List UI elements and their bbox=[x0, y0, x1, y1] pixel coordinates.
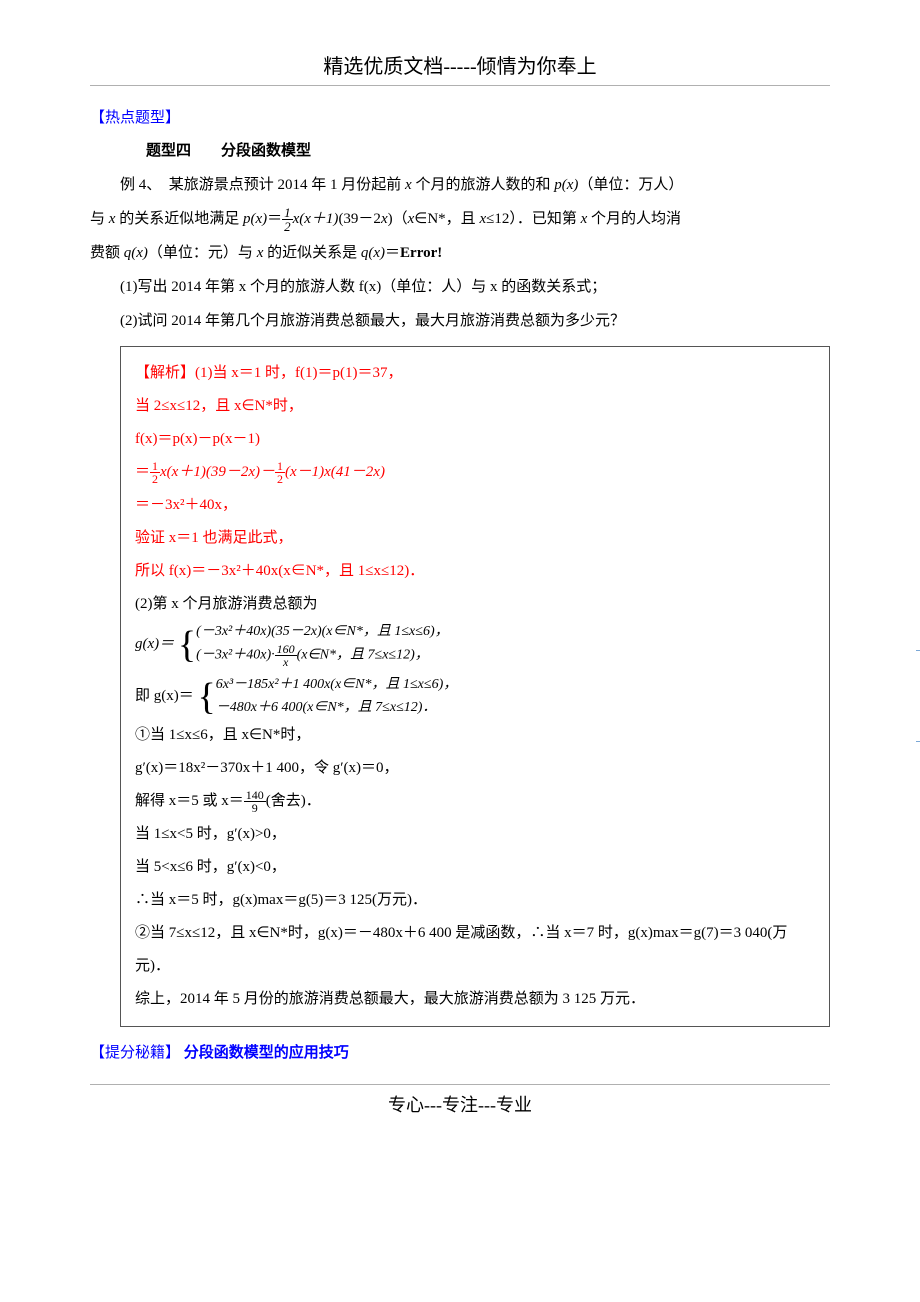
solution-line: 当 2≤x≤12，且 x∈N*时， bbox=[135, 390, 815, 423]
solution-line: g′(x)＝18x²－370x＋1 400，令 g′(x)＝0， bbox=[135, 752, 815, 785]
solution-line: 所以 f(x)＝－3x²＋40x(x∈N*，且 1≤x≤12)． bbox=[135, 555, 815, 588]
piecewise-row: (－3x²＋40x)(35－2x)(x∈N*，且 1≤x≤6)， bbox=[196, 621, 448, 643]
header-divider bbox=[90, 85, 830, 86]
solution-piecewise-g: g(x)＝ { (－3x²＋40x)(35－2x)(x∈N*，且 1≤x≤6)，… bbox=[135, 621, 815, 668]
left-brace-icon: { bbox=[178, 626, 196, 664]
brace-block: { (－3x²＋40x)(35－2x)(x∈N*，且 1≤x≤6)， (－3x²… bbox=[178, 621, 449, 668]
solution-conclusion: 综上，2014 年 5 月份的旅游消费总额最大，最大旅游消费总额为 3 125 … bbox=[135, 983, 815, 1016]
fraction-half: 12 bbox=[282, 206, 293, 233]
numerator: 1 bbox=[282, 206, 293, 220]
tips-text: 分段函数模型的应用技巧 bbox=[184, 1045, 349, 1061]
page-header-title: 精选优质文档-----倾情为你奉上 bbox=[90, 50, 830, 79]
problem-line-2: 与 x 的关系近似地满足 p(x)＝12x(x＋1)(39－2x)（x∈N*，且… bbox=[90, 204, 830, 234]
text: 与 bbox=[90, 211, 109, 227]
text: ＝ bbox=[135, 464, 150, 480]
piecewise-row: 6x³－185x²＋1 400x(x∈N*，且 1≤x≤6)， bbox=[216, 674, 458, 696]
text: (－3x²＋40x)· bbox=[196, 648, 274, 663]
text: (舍去)． bbox=[266, 793, 321, 809]
text: 的近似关系是 bbox=[263, 245, 361, 261]
text: ∈N*，且 bbox=[414, 211, 479, 227]
text: 解得 x＝5 或 x＝ bbox=[135, 793, 244, 809]
error-text: Error! bbox=[400, 245, 442, 261]
math-px: p(x) bbox=[554, 177, 578, 193]
solution-box: 【解析】(1)当 x＝1 时，f(1)＝p(1)＝37， 当 2≤x≤12，且 … bbox=[120, 346, 830, 1027]
solution-piecewise-g2: 即 g(x)＝ { 6x³－185x²＋1 400x(x∈N*，且 1≤x≤6)… bbox=[135, 674, 815, 719]
solution-line: f(x)＝p(x)－p(x－1) bbox=[135, 423, 815, 456]
denominator: 2 bbox=[282, 220, 293, 233]
page-footer-title: 专心---专注---专业 bbox=[90, 1091, 830, 1117]
math-px: p(x) bbox=[243, 211, 267, 227]
math-x: x bbox=[381, 211, 388, 227]
text: (x－1)x(41－2x) bbox=[285, 464, 385, 480]
gx-label: g(x)＝ bbox=[135, 636, 174, 652]
text: ≤12）．已知第 bbox=[486, 211, 580, 227]
piecewise-row: －480x＋6 400(x∈N*，且 7≤x≤12)． bbox=[216, 697, 458, 719]
solution-line: ②当 7≤x≤12，且 x∈N*时，g(x)＝－480x＋6 400 是减函数，… bbox=[135, 917, 815, 983]
solution-line: ＝－3x²＋40x， bbox=[135, 489, 815, 522]
math-xxp1: x(x＋1) bbox=[293, 211, 339, 227]
denominator: x bbox=[275, 656, 297, 668]
fraction-half: 12 bbox=[150, 460, 160, 485]
ji-gx-label: 即 g(x)＝ bbox=[135, 688, 194, 704]
text: 例 4、 某旅游景点预计 2014 年 1 月份起前 bbox=[120, 177, 405, 193]
brace-block: { 6x³－185x²＋1 400x(x∈N*，且 1≤x≤6)， －480x＋… bbox=[198, 674, 458, 719]
text: 费额 bbox=[90, 245, 124, 261]
problem-line-1: 例 4、 某旅游景点预计 2014 年 1 月份起前 x 个月的旅游人数的和 p… bbox=[90, 170, 830, 200]
fraction-160-x: 160x bbox=[275, 643, 297, 668]
piecewise-row: (－3x²＋40x)·160x(x∈N*，且 7≤x≤12)， bbox=[196, 643, 448, 668]
math-x: x bbox=[405, 177, 412, 193]
text: 个月的人均消 bbox=[587, 211, 681, 227]
tips-line: 【提分秘籍】 分段函数模型的应用技巧 bbox=[90, 1041, 830, 1062]
left-brace-icon: { bbox=[198, 678, 216, 716]
solution-line: 验证 x＝1 也满足此式， bbox=[135, 522, 815, 555]
text: (x∈N*，且 7≤x≤12)， bbox=[297, 648, 429, 663]
question-2: (2)试问 2014 年第几个月旅游消费总额最大，最大月旅游消费总额为多少元？ bbox=[90, 306, 830, 336]
text: 的关系近似地满足 bbox=[115, 211, 243, 227]
math-qx: q(x) bbox=[361, 245, 385, 261]
solution-line: ∴当 x＝5 时，g(x)max＝g(5)＝3 125(万元)． bbox=[135, 884, 815, 917]
solution-line: (2)第 x 个月旅游消费总额为 bbox=[135, 588, 815, 621]
hot-type-label: 【热点题型】 bbox=[90, 106, 830, 127]
solution-line: ①当 1≤x≤6，且 x∈N*时， bbox=[135, 719, 815, 752]
document-page: 精选优质文档-----倾情为你奉上 【热点题型】 题型四 分段函数模型 例 4、… bbox=[0, 0, 920, 1157]
right-edge-marks bbox=[916, 650, 920, 742]
text: )（ bbox=[388, 211, 408, 227]
text: x(x＋1)(39－2x)－ bbox=[160, 464, 275, 480]
math-qx: q(x) bbox=[124, 245, 148, 261]
question-1: (1)写出 2014 年第 x 个月的旅游人数 f(x)（单位：人）与 x 的函… bbox=[90, 272, 830, 302]
fraction-half: 12 bbox=[275, 460, 285, 485]
text: （单位：万人） bbox=[578, 177, 683, 193]
solution-line: 当 5<x≤6 时，g′(x)<0， bbox=[135, 851, 815, 884]
denominator: 2 bbox=[150, 473, 160, 485]
tips-label: 【提分秘籍】 bbox=[90, 1045, 180, 1061]
text: （单位：元）与 bbox=[148, 245, 257, 261]
solution-line: 【解析】(1)当 x＝1 时，f(1)＝p(1)＝37， bbox=[135, 357, 815, 390]
text: ＝ bbox=[385, 245, 400, 261]
text: (39－2 bbox=[338, 211, 381, 227]
section-title: 题型四 分段函数模型 bbox=[146, 139, 830, 160]
denominator: 9 bbox=[244, 802, 266, 814]
fraction-140-9: 1409 bbox=[244, 789, 266, 814]
problem-line-3: 费额 q(x)（单位：元）与 x 的近似关系是 q(x)＝Error! bbox=[90, 238, 830, 268]
brace-content: 6x³－185x²＋1 400x(x∈N*，且 1≤x≤6)， －480x＋6 … bbox=[216, 674, 458, 719]
solution-line: ＝12x(x＋1)(39－2x)－12(x－1)x(41－2x) bbox=[135, 456, 815, 489]
brace-content: (－3x²＋40x)(35－2x)(x∈N*，且 1≤x≤6)， (－3x²＋4… bbox=[196, 621, 448, 668]
footer-divider bbox=[90, 1084, 830, 1085]
solution-line: 当 1≤x<5 时，g′(x)>0， bbox=[135, 818, 815, 851]
text: ＝ bbox=[267, 211, 282, 227]
solution-line: 解得 x＝5 或 x＝1409(舍去)． bbox=[135, 785, 815, 818]
denominator: 2 bbox=[275, 473, 285, 485]
text: 个月的旅游人数的和 bbox=[412, 177, 555, 193]
